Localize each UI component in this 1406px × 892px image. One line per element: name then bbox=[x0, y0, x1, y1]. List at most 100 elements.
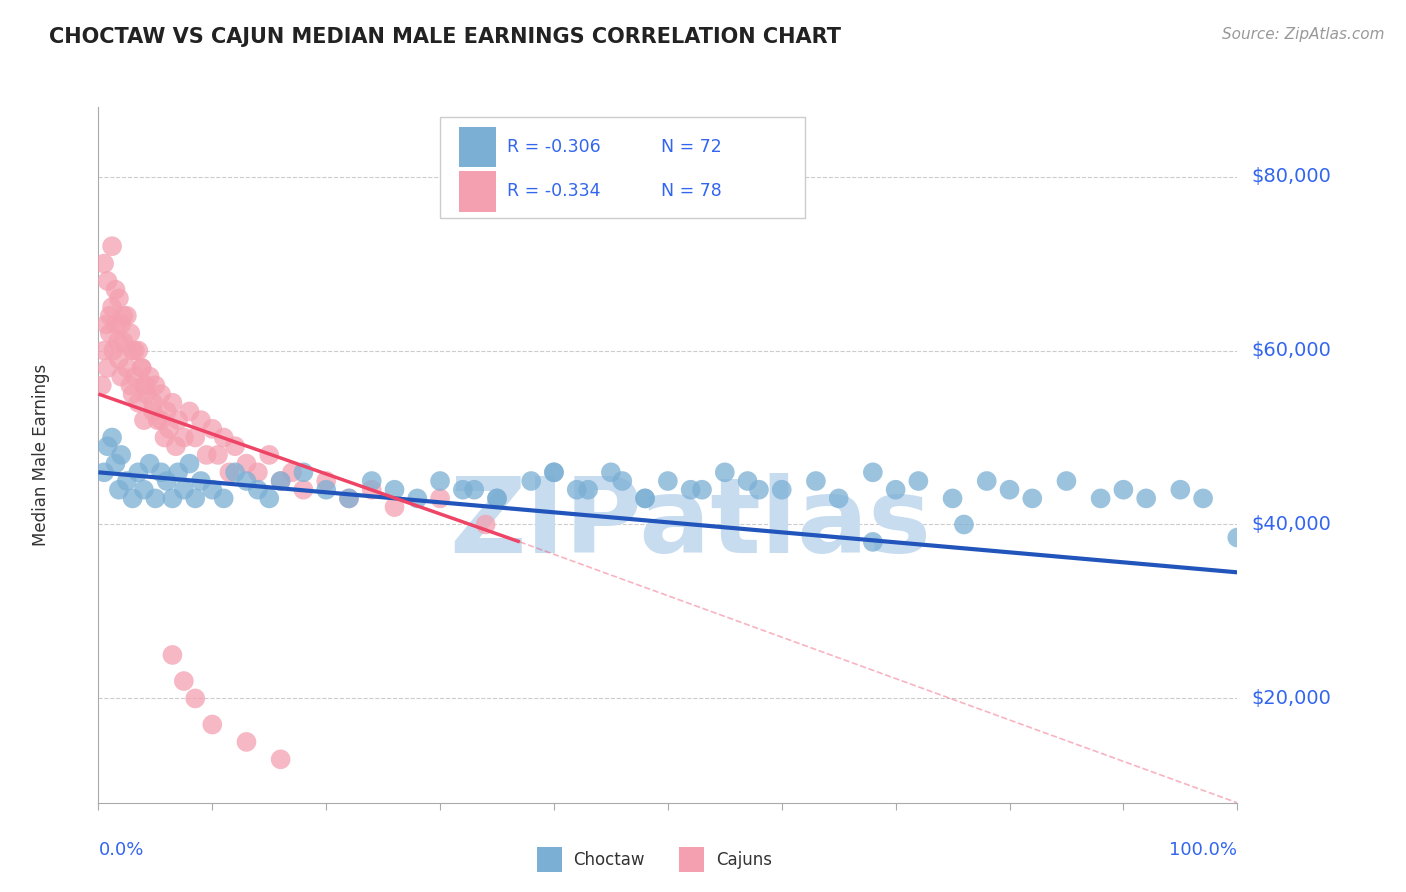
Point bbox=[1170, 483, 1192, 497]
Point bbox=[281, 466, 304, 480]
Point bbox=[748, 483, 770, 497]
Text: Cajuns: Cajuns bbox=[716, 851, 772, 869]
Point bbox=[96, 439, 118, 453]
Point bbox=[612, 474, 634, 488]
Text: $20,000: $20,000 bbox=[1251, 689, 1331, 708]
Point bbox=[184, 430, 207, 444]
Point bbox=[108, 352, 131, 367]
Point bbox=[173, 674, 195, 689]
Point bbox=[543, 466, 565, 480]
Point bbox=[862, 534, 884, 549]
Point bbox=[270, 474, 292, 488]
Point bbox=[145, 491, 167, 506]
Point bbox=[121, 343, 143, 358]
Point bbox=[292, 466, 315, 480]
Point bbox=[132, 413, 155, 427]
Point bbox=[138, 457, 160, 471]
Point bbox=[115, 309, 138, 323]
Point bbox=[195, 448, 218, 462]
Point bbox=[101, 430, 124, 444]
Point bbox=[90, 378, 112, 392]
Point bbox=[235, 735, 257, 749]
Text: CHOCTAW VS CAJUN MEDIAN MALE EARNINGS CORRELATION CHART: CHOCTAW VS CAJUN MEDIAN MALE EARNINGS CO… bbox=[49, 27, 841, 46]
Point bbox=[976, 474, 998, 488]
Point bbox=[190, 413, 212, 427]
Point bbox=[93, 466, 115, 480]
Text: R = -0.334: R = -0.334 bbox=[508, 182, 600, 201]
Text: 0.0%: 0.0% bbox=[98, 841, 143, 859]
Point bbox=[96, 274, 118, 288]
Point bbox=[770, 483, 793, 497]
Point bbox=[98, 309, 121, 323]
FancyBboxPatch shape bbox=[460, 127, 496, 168]
Point bbox=[998, 483, 1021, 497]
Point bbox=[270, 474, 292, 488]
Point bbox=[96, 360, 118, 375]
Point bbox=[360, 483, 382, 497]
Point bbox=[907, 474, 929, 488]
Point bbox=[135, 387, 157, 401]
Point bbox=[315, 474, 337, 488]
Point bbox=[212, 430, 235, 444]
Point bbox=[714, 466, 737, 480]
Point bbox=[127, 466, 149, 480]
Point bbox=[93, 343, 115, 358]
Point bbox=[690, 483, 713, 497]
Point bbox=[167, 413, 190, 427]
Point bbox=[162, 395, 184, 409]
Point bbox=[167, 466, 190, 480]
Point bbox=[543, 466, 565, 480]
Point bbox=[110, 448, 132, 462]
Point bbox=[112, 334, 135, 349]
Point bbox=[679, 483, 702, 497]
Point bbox=[565, 483, 588, 497]
Point bbox=[1054, 474, 1078, 488]
Text: R = -0.306: R = -0.306 bbox=[508, 138, 600, 156]
Point bbox=[93, 257, 115, 271]
Point bbox=[1090, 491, 1112, 506]
Point bbox=[884, 483, 907, 497]
Point bbox=[104, 283, 127, 297]
Point bbox=[115, 474, 138, 488]
Point bbox=[337, 491, 360, 506]
Point bbox=[110, 318, 132, 332]
FancyBboxPatch shape bbox=[537, 847, 562, 872]
Point bbox=[207, 448, 229, 462]
Point bbox=[112, 309, 135, 323]
Point bbox=[138, 369, 160, 384]
Point bbox=[1192, 491, 1215, 506]
Point bbox=[153, 430, 176, 444]
Point bbox=[131, 360, 153, 375]
Point bbox=[406, 491, 429, 506]
Point bbox=[657, 474, 679, 488]
Point bbox=[156, 474, 179, 488]
Point bbox=[142, 395, 165, 409]
FancyBboxPatch shape bbox=[679, 847, 704, 872]
Point bbox=[121, 387, 143, 401]
Point bbox=[384, 500, 406, 514]
Point bbox=[108, 483, 131, 497]
Point bbox=[474, 517, 496, 532]
Point bbox=[862, 466, 884, 480]
Point bbox=[246, 483, 269, 497]
Point bbox=[315, 483, 337, 497]
Point bbox=[218, 466, 240, 480]
Point bbox=[576, 483, 599, 497]
Point bbox=[429, 491, 451, 506]
Point bbox=[634, 491, 657, 506]
Point bbox=[108, 291, 131, 305]
Point bbox=[804, 474, 827, 488]
Point bbox=[150, 466, 173, 480]
Point bbox=[131, 360, 153, 375]
Point bbox=[110, 369, 132, 384]
Point bbox=[246, 466, 269, 480]
Text: $40,000: $40,000 bbox=[1251, 515, 1331, 534]
Text: 100.0%: 100.0% bbox=[1170, 841, 1237, 859]
Point bbox=[737, 474, 759, 488]
Point bbox=[146, 413, 169, 427]
Text: N = 78: N = 78 bbox=[661, 182, 721, 201]
Point bbox=[1226, 531, 1249, 545]
Point bbox=[132, 378, 155, 392]
Point bbox=[259, 491, 281, 506]
Point bbox=[235, 474, 257, 488]
